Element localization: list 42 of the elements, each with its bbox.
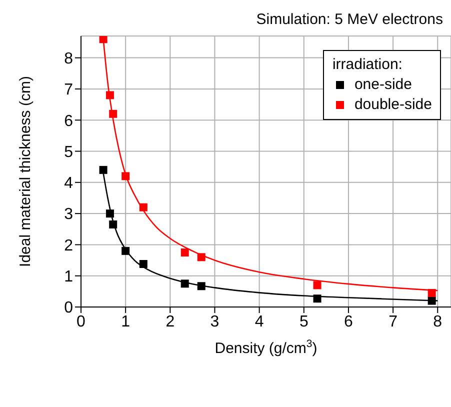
- legend-label: one-side: [354, 75, 412, 95]
- y-tick-label: 3: [64, 206, 74, 224]
- x-tick-label: 1: [121, 313, 130, 330]
- x-tick-label: 5: [299, 313, 308, 330]
- point: [197, 253, 206, 262]
- point: [139, 260, 148, 268]
- point: [180, 280, 189, 288]
- legend-label: double-side: [354, 95, 432, 115]
- x-tick-label: 2: [166, 313, 175, 330]
- point: [313, 281, 322, 290]
- x-tick-label: 6: [344, 313, 354, 330]
- x-tick-label: 3: [210, 313, 220, 330]
- y-tick-label: 1: [64, 268, 74, 286]
- x-tick-label: 0: [76, 313, 86, 330]
- point: [180, 248, 189, 256]
- x-axis-title: Density (g/cm$^{3}$): [214, 338, 318, 357]
- y-tick-label: 6: [64, 112, 74, 130]
- legend-title: irradiation:: [332, 55, 404, 75]
- y-tick-label: 7: [64, 82, 74, 99]
- y-tick-label: 0: [64, 300, 74, 317]
- point: [99, 36, 108, 44]
- point: [313, 294, 322, 303]
- point: [109, 220, 118, 228]
- point: [122, 172, 130, 180]
- x-tick-label: 8: [433, 313, 442, 330]
- x-tick-label: 7: [388, 313, 398, 330]
- point: [99, 166, 108, 174]
- point: [109, 110, 118, 118]
- point: [122, 246, 130, 255]
- point: [428, 288, 436, 297]
- point: [197, 282, 206, 290]
- y-tick-label: 2: [64, 237, 74, 254]
- point: [139, 203, 148, 212]
- chart-title: Simulation: 5 MeV electrons: [256, 11, 443, 28]
- y-axis-title: Ideal material thickness (cm): [17, 76, 34, 267]
- y-tick-label: 5: [64, 144, 74, 161]
- point: [428, 296, 436, 305]
- y-tick-label: 8: [64, 50, 74, 68]
- x-tick-label: 4: [254, 313, 264, 330]
- y-tick-label: 4: [64, 175, 74, 192]
- point: [106, 91, 114, 100]
- point: [106, 210, 114, 218]
